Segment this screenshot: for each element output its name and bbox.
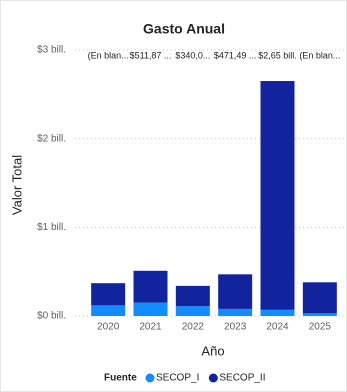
y-tick-label: $3 bill. [37,45,66,56]
bar-segment [302,282,337,314]
bar-segment [302,313,337,316]
total-label: $511,87 ... [130,50,172,60]
bar-segment [133,302,168,316]
x-tick-label: 2023 [224,322,247,333]
legend-marker [145,373,155,383]
total-label: (En blan... [299,50,340,60]
total-label: $2,65 bill. [258,50,297,60]
x-tick-label: 2025 [309,322,332,333]
x-tick-label: 2022 [182,322,205,333]
x-tick-label: 2021 [139,322,162,333]
bar-segment [175,306,210,316]
bar-segment [91,283,126,306]
bar-segment [218,308,253,316]
bar-segment [218,274,253,309]
legend-title: Fuente [104,373,137,384]
y-tick-label: $2 bill. [37,133,66,144]
x-axis-title: Año [201,343,224,358]
legend-label: SECOP_I [156,373,199,384]
total-label: $340,0... [175,50,210,60]
y-axis-title: Valor Total [9,155,24,215]
chart-title: Gasto Anual [143,21,225,37]
legend-label: SECOP_II [219,373,265,384]
y-tick-label: $0 bill. [37,311,66,322]
bar-segment [260,81,295,310]
total-label: $471,49 ... [214,50,257,60]
y-tick-label: $1 bill. [37,222,66,233]
x-tick-label: 2020 [97,322,120,333]
x-tick-label: 2024 [266,322,289,333]
bar-segment [91,305,126,316]
bar-segment [133,270,168,303]
bar-segment [260,309,295,316]
legend-marker [208,373,218,383]
total-label: (En blan... [88,50,129,60]
bar-segment [175,285,210,307]
